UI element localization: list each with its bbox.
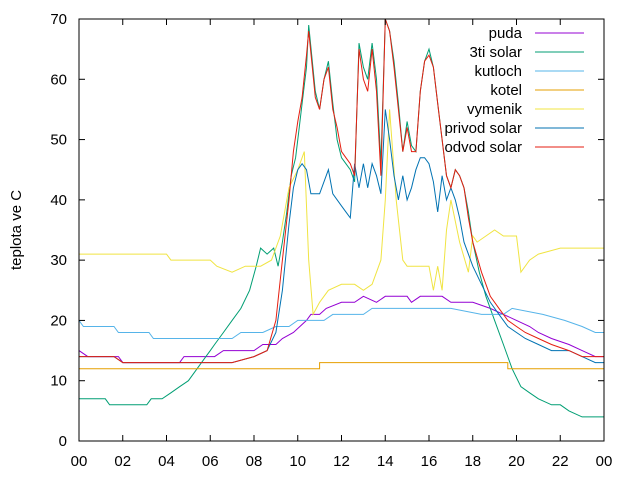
x-tick-label: 04 xyxy=(158,453,175,470)
legend-label: puda xyxy=(489,25,523,42)
y-tick-label: 60 xyxy=(50,71,67,88)
x-tick-label: 08 xyxy=(246,453,263,470)
series-line-puda xyxy=(78,295,604,364)
series-line-privod-solar xyxy=(79,109,604,364)
legend-label: 3ti solar xyxy=(469,44,522,61)
legend-label: odvod solar xyxy=(444,139,522,156)
x-tick-label: 00 xyxy=(596,453,613,470)
y-tick-label: 70 xyxy=(50,11,67,28)
x-tick-label: 16 xyxy=(421,453,438,470)
y-tick-label: 10 xyxy=(50,373,67,390)
series-line-kotel xyxy=(79,362,604,370)
series-line-3ti-solar xyxy=(79,18,604,418)
y-tick-label: 50 xyxy=(50,132,67,149)
y-tick-label: 20 xyxy=(50,312,67,329)
x-tick-label: 12 xyxy=(333,453,350,470)
x-tick-label: 20 xyxy=(508,453,525,470)
y-tick-label: 40 xyxy=(50,192,67,209)
ticks-layer: 0 10 20 30 40 50 60 70 00 02 04 06 08 10 12 14 16 18 20 22 0… xyxy=(50,11,612,470)
legend-label: kutloch xyxy=(474,63,522,80)
x-tick-label: 14 xyxy=(377,453,394,470)
x-tick-label: 22 xyxy=(552,453,569,470)
series-line-odvod-solar xyxy=(79,18,604,364)
legend-label: kotel xyxy=(490,82,522,99)
legend-label: privod solar xyxy=(444,120,522,137)
legend-label: vymenik xyxy=(467,101,523,118)
series-line-kutloch xyxy=(78,307,604,339)
plot-frame xyxy=(78,18,605,442)
series-line-vymenik xyxy=(79,109,604,317)
x-tick-label: 00 xyxy=(71,453,88,470)
x-tick-label: 06 xyxy=(202,453,219,470)
x-tick-label: 02 xyxy=(114,453,131,470)
legend: puda 3ti solar kutloch kotel vymenik privod s… xyxy=(444,25,584,156)
y-tick-label: 0 xyxy=(59,433,67,450)
x-tick-label: 10 xyxy=(289,453,306,470)
series-layer xyxy=(78,18,604,418)
y-tick-label: 30 xyxy=(50,252,67,269)
x-tick-label: 18 xyxy=(464,453,481,470)
y-axis-title: teplota ve C xyxy=(8,190,25,270)
